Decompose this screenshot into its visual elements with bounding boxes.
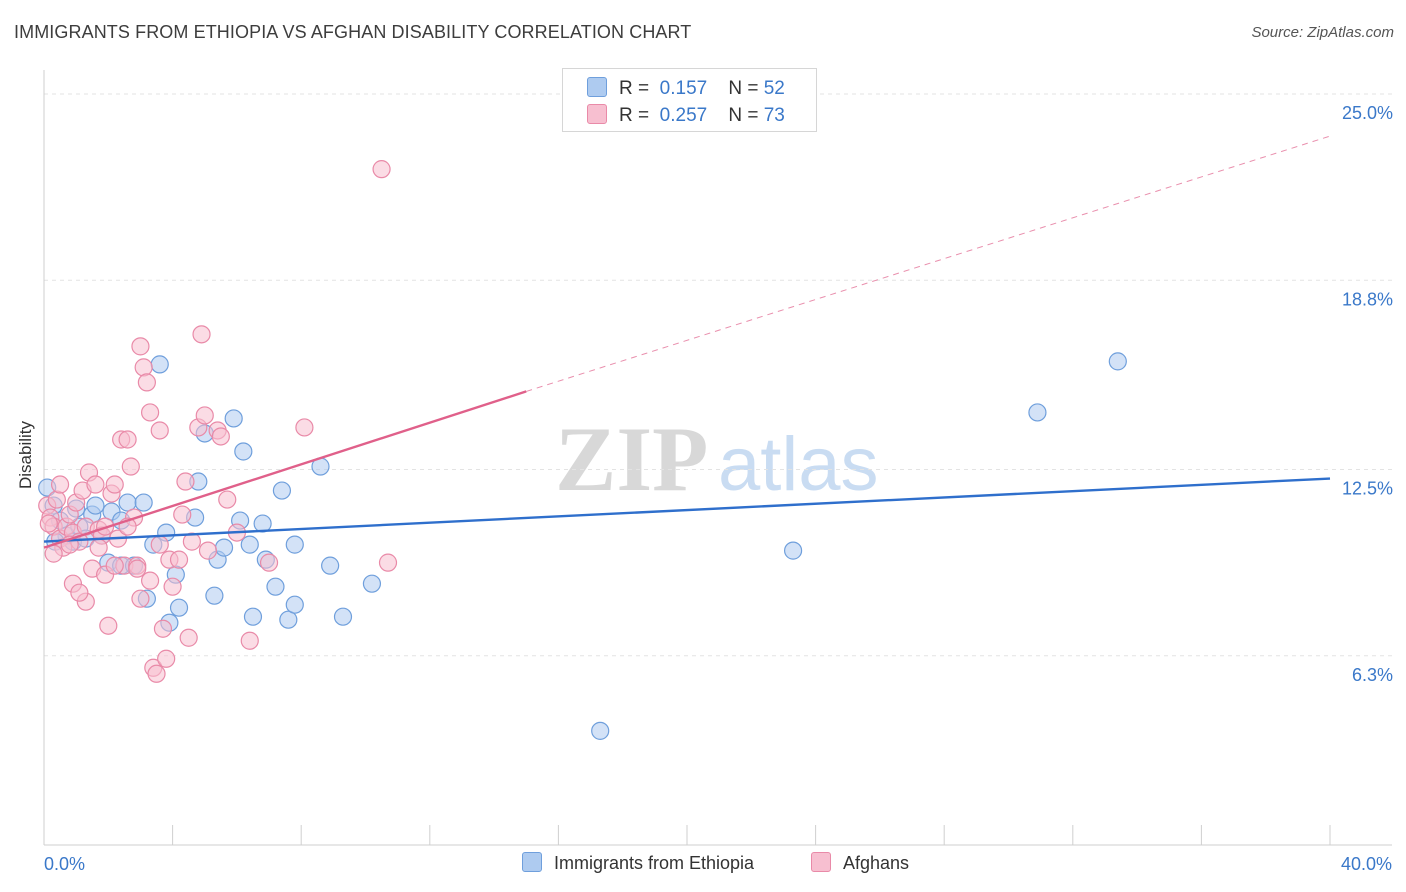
data-point-ethiopia (321, 556, 340, 575)
data-point-ethiopia (134, 493, 153, 512)
legend-r-value: 0.257 (659, 105, 708, 126)
data-point-ethiopia (243, 607, 263, 626)
data-point-afghans (157, 649, 176, 668)
data-point-afghans (153, 619, 173, 638)
data-point-afghans (118, 430, 137, 449)
data-point-ethiopia (224, 409, 243, 428)
y-axis-label: Disability (16, 420, 35, 490)
legend-n-value: 73 (763, 105, 785, 126)
data-point-ethiopia (169, 598, 189, 617)
data-point-ethiopia (362, 574, 382, 593)
y-tick-label: 25.0% (1342, 103, 1393, 123)
data-point-afghans (163, 577, 182, 596)
data-point-afghans (182, 532, 201, 551)
data-point-ethiopia (285, 535, 304, 554)
bottom-legend-ethiopia: Immigrants from Ethiopia (522, 852, 754, 874)
data-point-ethiopia (279, 610, 298, 629)
data-point-afghans (131, 337, 150, 356)
data-point-afghans (134, 358, 153, 377)
data-point-ethiopia (150, 355, 169, 374)
source-label: Source: ZipAtlas.com (1251, 24, 1394, 41)
correlation-legend: R = 0.157 N = 52 R = 0.257 N = 73 (562, 68, 817, 132)
x-tick-label-max: 40.0% (1341, 854, 1392, 874)
data-point-afghans (147, 664, 166, 683)
bottom-legend-label-ethiopia: Immigrants from Ethiopia (554, 853, 755, 873)
data-point-afghans (195, 406, 214, 425)
legend-r-label: R = (619, 105, 650, 126)
data-point-afghans (192, 325, 211, 344)
watermark-zip: ZIP (555, 408, 708, 510)
data-point-afghans (295, 418, 314, 437)
data-point-afghans (105, 475, 124, 494)
trend-line-ethiopia (43, 477, 1331, 543)
data-point-ethiopia (214, 538, 234, 557)
data-point-ethiopia (240, 535, 259, 554)
legend-n-label: N = (728, 105, 759, 126)
data-point-afghans (211, 427, 230, 446)
data-point-afghans (131, 589, 150, 608)
data-point-ethiopia (285, 595, 304, 614)
y-tick-label: 18.8% (1342, 289, 1393, 309)
data-point-ethiopia (591, 721, 610, 740)
legend-r-value: 0.157 (659, 78, 708, 99)
data-point-afghans (240, 631, 259, 650)
data-point-afghans (173, 505, 192, 524)
chart-title: IMMIGRANTS FROM ETHIOPIA VS AFGHAN DISAB… (14, 22, 692, 42)
legend-swatch-ethiopia (587, 77, 607, 97)
data-point-afghans (99, 616, 118, 635)
data-point-afghans (169, 550, 189, 569)
data-point-afghans (378, 553, 398, 572)
data-point-afghans (176, 472, 195, 491)
legend-r-label: R = (619, 78, 650, 99)
bottom-legend-swatch-ethiopia (522, 852, 542, 872)
data-point-afghans (140, 571, 160, 590)
bottom-legend-afghans: Afghans (811, 852, 909, 874)
data-point-afghans (218, 490, 237, 509)
data-point-afghans (50, 475, 70, 494)
legend-n-label: N = (728, 78, 759, 99)
y-tick-label: 6.3% (1352, 665, 1393, 685)
data-point-afghans (39, 514, 58, 533)
data-point-afghans (137, 373, 156, 392)
trend-extension-afghans (526, 135, 1331, 392)
trend-line-afghans (43, 390, 527, 549)
x-tick-label-min: 0.0% (44, 854, 85, 874)
data-point-afghans (105, 556, 124, 575)
data-point-afghans (86, 475, 105, 494)
data-point-afghans (121, 457, 140, 476)
legend-n-value: 52 (763, 78, 785, 99)
data-point-afghans (179, 628, 198, 647)
data-point-ethiopia (1028, 403, 1047, 422)
data-point-ethiopia (205, 586, 224, 605)
data-point-afghans (89, 538, 108, 557)
legend-row-ethiopia: R = 0.157 N = 52 (587, 77, 785, 99)
data-point-ethiopia (1108, 352, 1127, 371)
data-point-afghans (372, 160, 391, 179)
bottom-legend-swatch-afghans (811, 852, 831, 872)
data-point-ethiopia (333, 607, 353, 626)
legend-row-afghans: R = 0.257 N = 73 (587, 104, 785, 126)
data-point-afghans (47, 490, 66, 509)
data-point-afghans (140, 403, 160, 422)
data-point-ethiopia (234, 442, 253, 461)
data-point-afghans (128, 559, 147, 578)
y-tick-label: 12.5% (1342, 479, 1393, 499)
data-point-ethiopia (272, 481, 292, 500)
data-point-afghans (150, 421, 169, 440)
data-point-afghans (198, 541, 218, 560)
data-point-afghans (150, 535, 169, 554)
data-point-afghans (259, 553, 279, 572)
data-point-afghans (70, 583, 89, 602)
legend-swatch-afghans (587, 104, 607, 124)
bottom-legend-label-afghans: Afghans (843, 853, 910, 873)
watermark-atlas: atlas (718, 422, 879, 507)
data-point-ethiopia (86, 496, 105, 515)
data-point-ethiopia (783, 541, 803, 560)
data-point-ethiopia (266, 577, 285, 596)
